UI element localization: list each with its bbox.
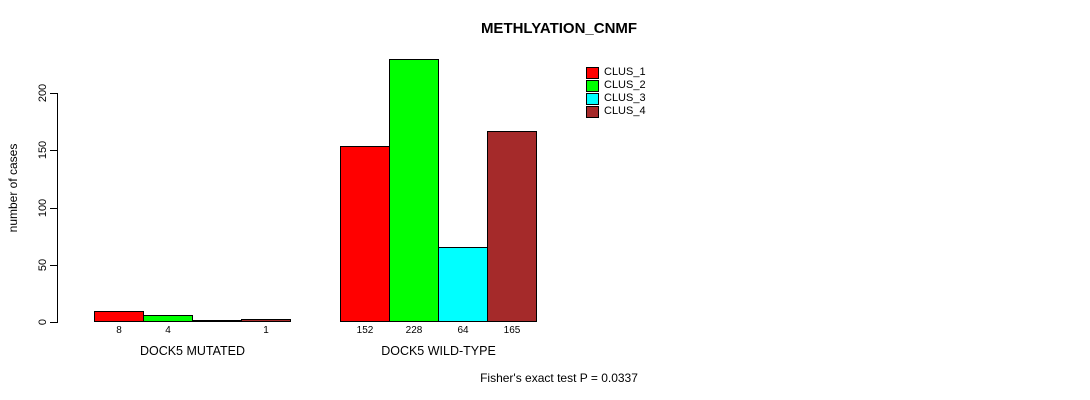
annotation-text: Fisher's exact test P = 0.0337 <box>480 371 638 385</box>
y-tick-label: 100 <box>37 198 49 218</box>
bar-value-label: 8 <box>116 325 122 336</box>
legend-swatch <box>586 105 599 118</box>
bar <box>389 59 439 322</box>
legend-swatch <box>586 92 599 105</box>
y-tick-label: 200 <box>37 83 49 103</box>
y-axis-title: number of cases <box>6 143 20 233</box>
bar <box>340 146 390 322</box>
bar <box>241 319 291 322</box>
y-tick <box>50 208 57 209</box>
y-tick <box>50 322 57 323</box>
y-tick-label: 150 <box>37 140 49 160</box>
legend-row: CLUS_3 <box>586 92 646 105</box>
bar-value-label: 228 <box>405 325 423 336</box>
bar <box>192 320 242 322</box>
bar <box>94 311 144 322</box>
y-tick-label: 50 <box>37 258 49 272</box>
legend-label: CLUS_3 <box>604 92 646 104</box>
legend-row: CLUS_2 <box>586 79 646 92</box>
legend-label: CLUS_1 <box>604 66 646 78</box>
legend-swatch <box>586 66 599 79</box>
legend-label: CLUS_2 <box>604 79 646 91</box>
y-tick <box>50 93 57 94</box>
bar <box>143 315 193 322</box>
y-tick <box>50 150 57 151</box>
legend-swatch <box>586 79 599 92</box>
y-axis-line <box>57 93 58 323</box>
y-tick <box>50 265 57 266</box>
bar-value-label: 1 <box>263 325 269 336</box>
legend-row: CLUS_4 <box>586 105 646 118</box>
legend: CLUS_1 CLUS_2 CLUS_3 CLUS_4 <box>586 66 646 118</box>
bar <box>487 131 537 322</box>
y-tick-label: 0 <box>37 318 49 326</box>
group-label: DOCK5 MUTATED <box>139 344 246 358</box>
bar <box>438 247 488 322</box>
bar-value-label: 4 <box>165 325 171 336</box>
group-label: DOCK5 WILD-TYPE <box>381 344 496 358</box>
bar-value-label: 64 <box>457 325 469 336</box>
bar-value-label: 165 <box>503 325 521 336</box>
legend-label: CLUS_4 <box>604 105 646 117</box>
bar-value-label: 152 <box>356 325 374 336</box>
chart-title: METHLYATION_CNMF <box>480 20 638 37</box>
legend-row: CLUS_1 <box>586 66 646 79</box>
